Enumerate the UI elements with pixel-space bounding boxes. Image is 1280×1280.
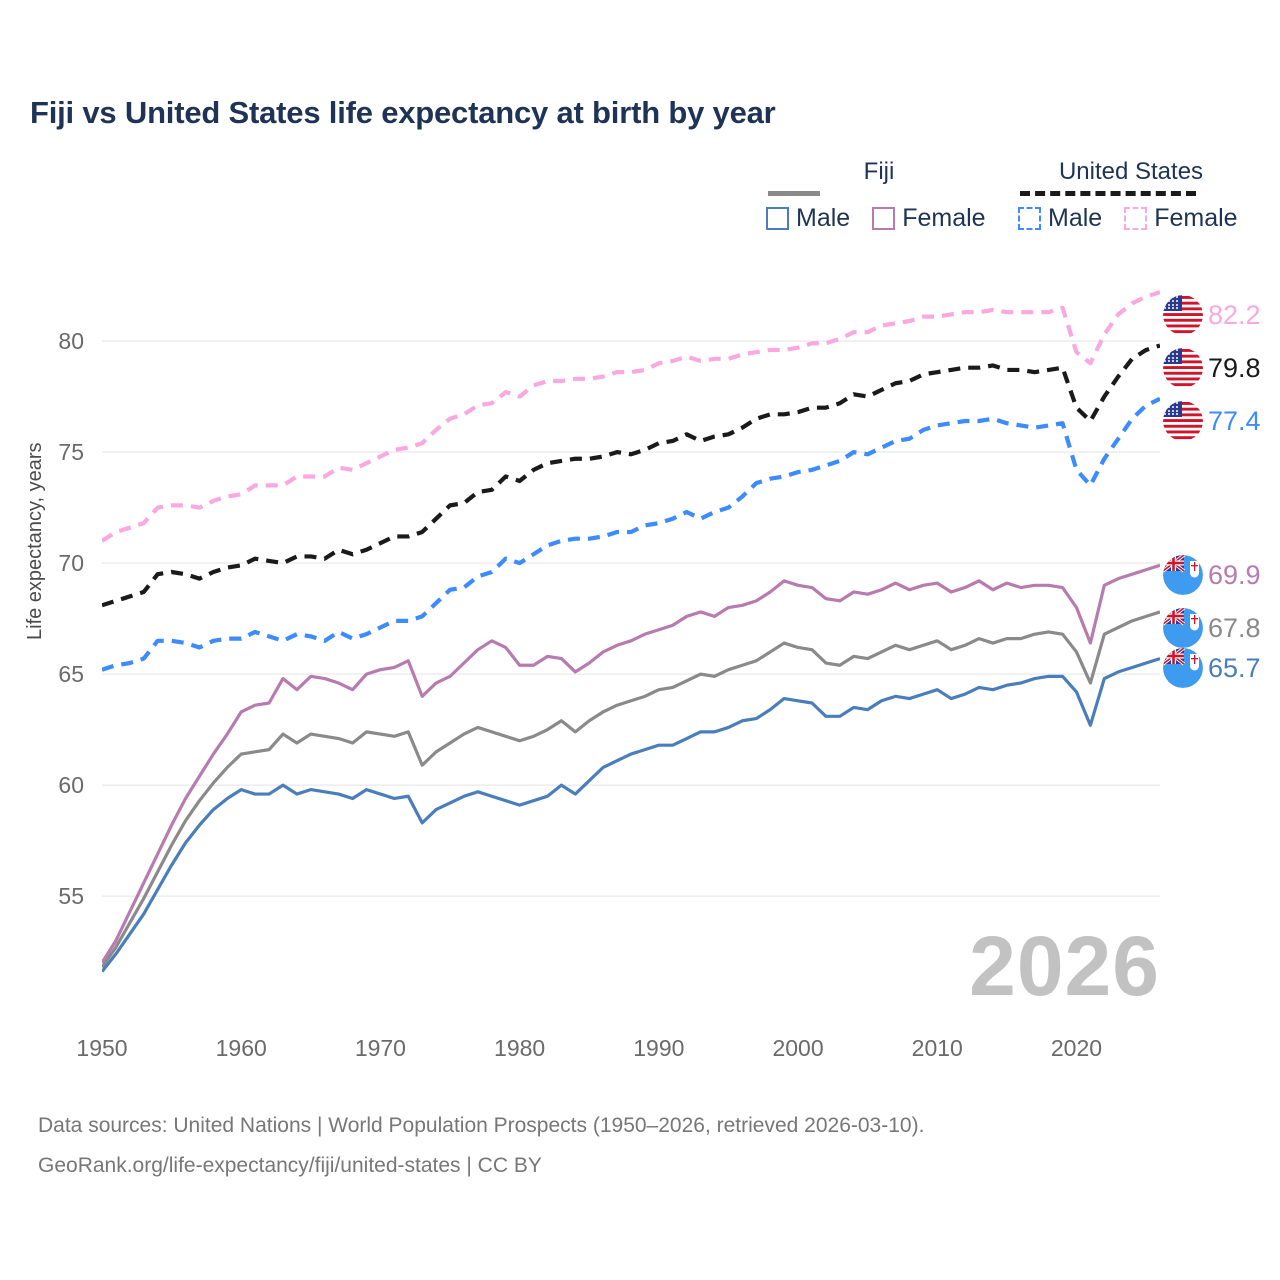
x-tick-label: 1960 [215,1035,267,1061]
series-line [102,396,1160,672]
legend-label-fiji-male: Male [796,204,851,232]
endpoint-fiji-female: 69.9 [1163,555,1261,595]
us-flag-icon [1163,348,1203,388]
legend-swatch-icon-us-female [1124,207,1148,230]
fiji-flag-icon [1163,648,1203,688]
series-line [102,563,1160,964]
legend-swatch-icon-fiji-male [766,207,789,230]
plot-svg [102,290,1160,973]
x-tick-label: 1980 [494,1035,546,1061]
series-line [102,343,1160,608]
legend-rule-united-states [1020,191,1196,196]
endpoint-value-fiji-total: 67.8 [1208,612,1261,643]
y-axis-label: Life expectancy, years [24,442,46,640]
endpoint-value-fiji-female: 69.9 [1208,559,1261,590]
series-line [102,657,1160,973]
footer-line-1: Data sources: United Nations | World Pop… [38,1114,925,1137]
legend-group-fiji: Fiji Male Female [766,158,992,233]
legend-swatch-icon-fiji-female [872,207,896,230]
endpoint-value-us-total: 79.8 [1208,352,1261,383]
year-watermark: 2026 [969,919,1160,1013]
series-line [102,290,1160,543]
y-tick-label: 55 [58,883,84,910]
legend-label-us-male: Male [1048,204,1103,232]
endpoint-us-female: 82.2 [1163,295,1261,335]
us-flag-icon [1163,295,1203,335]
y-tick-label: 65 [58,661,84,688]
fiji-flag-icon [1163,608,1203,648]
us-flag-icon [1163,401,1203,441]
y-tick-label: 75 [58,439,84,466]
footer: Data sources: United Nations | World Pop… [38,1106,924,1186]
y-tick-label: 60 [58,772,84,799]
page-title: Fiji vs United States life expectancy at… [30,95,776,130]
endpoint-value-fiji-male: 65.7 [1208,652,1261,683]
fiji-flag-icon [1163,555,1203,595]
legend-label-fiji-female: Female [902,204,986,232]
chart-legend: Fiji Male Female United States Male [0,158,1280,244]
legend-country-united-states: United States [1058,158,1204,185]
footer-line-2: GeoRank.org/life-expectancy/fiji/united-… [38,1154,542,1177]
endpoint-fiji-male: 65.7 [1163,648,1261,688]
legend-swatch-icon-us-male [1018,207,1041,230]
series-line [102,610,1160,969]
endpoint-value-us-male: 77.4 [1208,405,1261,436]
legend-country-fiji: Fiji [863,158,895,185]
endpoint-us-male: 77.4 [1163,401,1261,441]
endpoint-us-total: 79.8 [1163,348,1261,388]
legend-rule-fiji [768,191,820,196]
x-tick-label: 1990 [633,1035,685,1061]
legend-group-united-states: United States Male Female [1018,158,1244,233]
x-tick-label: 1970 [354,1035,406,1061]
endpoint-value-us-female: 82.2 [1208,299,1261,330]
x-tick-label: 2010 [911,1035,963,1061]
legend-item-fiji-female[interactable]: Female [872,204,986,233]
y-tick-label: 70 [58,550,84,577]
plot-area [102,270,1160,985]
x-tick-label: 2020 [1050,1035,1103,1061]
y-tick-label: 80 [58,328,84,355]
x-tick-label: 2000 [772,1035,824,1061]
legend-item-fiji-male[interactable]: Male [766,204,850,233]
legend-item-us-male[interactable]: Male [1018,204,1102,233]
endpoint-fiji-total: 67.8 [1163,608,1261,648]
x-tick-label: 1950 [76,1035,128,1061]
legend-item-us-female[interactable]: Female [1124,204,1238,233]
legend-label-us-female: Female [1154,204,1238,232]
